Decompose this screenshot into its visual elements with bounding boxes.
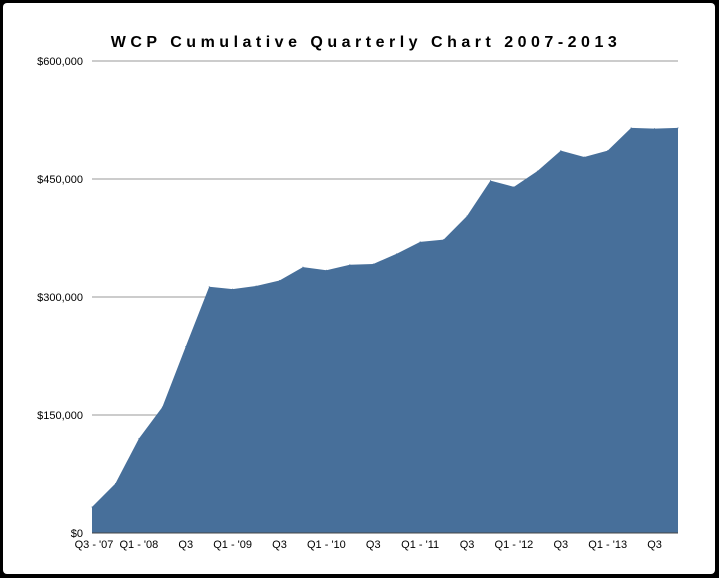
data-point	[654, 128, 656, 130]
x-tick-label: Q1 - '12	[495, 539, 534, 551]
data-point	[443, 239, 445, 241]
data-point	[466, 215, 468, 217]
y-tick-label: $150,000	[37, 410, 83, 422]
x-tick-label: Q1 - '13	[588, 539, 627, 551]
data-point	[161, 406, 163, 408]
data-point	[91, 506, 93, 508]
x-tick-label: Q3	[647, 539, 662, 551]
data-point	[396, 253, 398, 255]
data-point	[138, 438, 140, 440]
x-tick-label: Q3	[460, 539, 475, 551]
data-point	[232, 288, 234, 290]
data-point	[279, 279, 281, 281]
y-tick-label: $0	[71, 528, 83, 540]
data-point	[255, 285, 257, 287]
area-fill	[92, 127, 678, 533]
data-point	[114, 482, 116, 484]
x-tick-label: Q3	[272, 539, 287, 551]
data-point	[607, 150, 609, 152]
x-tick-label: Q3	[178, 539, 193, 551]
y-axis-tick-labels: $0 $150,000 $300,000 $450,000 $600,000	[37, 56, 83, 540]
y-tick-label: $450,000	[37, 174, 83, 186]
x-tick-label: Q1 - '09	[213, 539, 252, 551]
data-point	[302, 266, 304, 268]
data-point	[419, 241, 421, 243]
data-point	[489, 180, 491, 182]
y-tick-label: $300,000	[37, 292, 83, 304]
data-point	[185, 346, 187, 348]
x-tick-label: Q1 - '10	[307, 539, 346, 551]
area-series	[91, 127, 679, 533]
x-tick-label: Q3 - '07	[75, 539, 114, 551]
area-chart: $0 $150,000 $300,000 $450,000 $600,000 Q3 - …	[37, 56, 679, 551]
x-axis-tick-labels: Q3 - '07 Q1 - '08 Q3 Q1 - '09 Q3 Q1 - '10 Q3 Q1…	[75, 539, 662, 551]
x-tick-label: Q3	[366, 539, 381, 551]
x-tick-label: Q1 - '11	[401, 539, 439, 551]
data-point	[372, 263, 374, 265]
chart-frame: WCP Cumulative Quarterly Chart 2007-2013…	[3, 3, 715, 574]
x-tick-label: Q1 - '08	[119, 539, 158, 551]
data-point	[208, 286, 210, 288]
y-tick-label: $600,000	[37, 56, 83, 68]
data-point	[560, 150, 562, 152]
data-point	[677, 127, 679, 129]
x-tick-label: Q3	[553, 539, 568, 551]
data-point	[536, 170, 538, 172]
chart-title: WCP Cumulative Quarterly Chart 2007-2013	[110, 34, 622, 51]
data-point	[349, 264, 351, 266]
data-point	[583, 156, 585, 158]
data-point	[325, 269, 327, 271]
data-point	[513, 186, 515, 188]
data-point	[630, 127, 632, 129]
